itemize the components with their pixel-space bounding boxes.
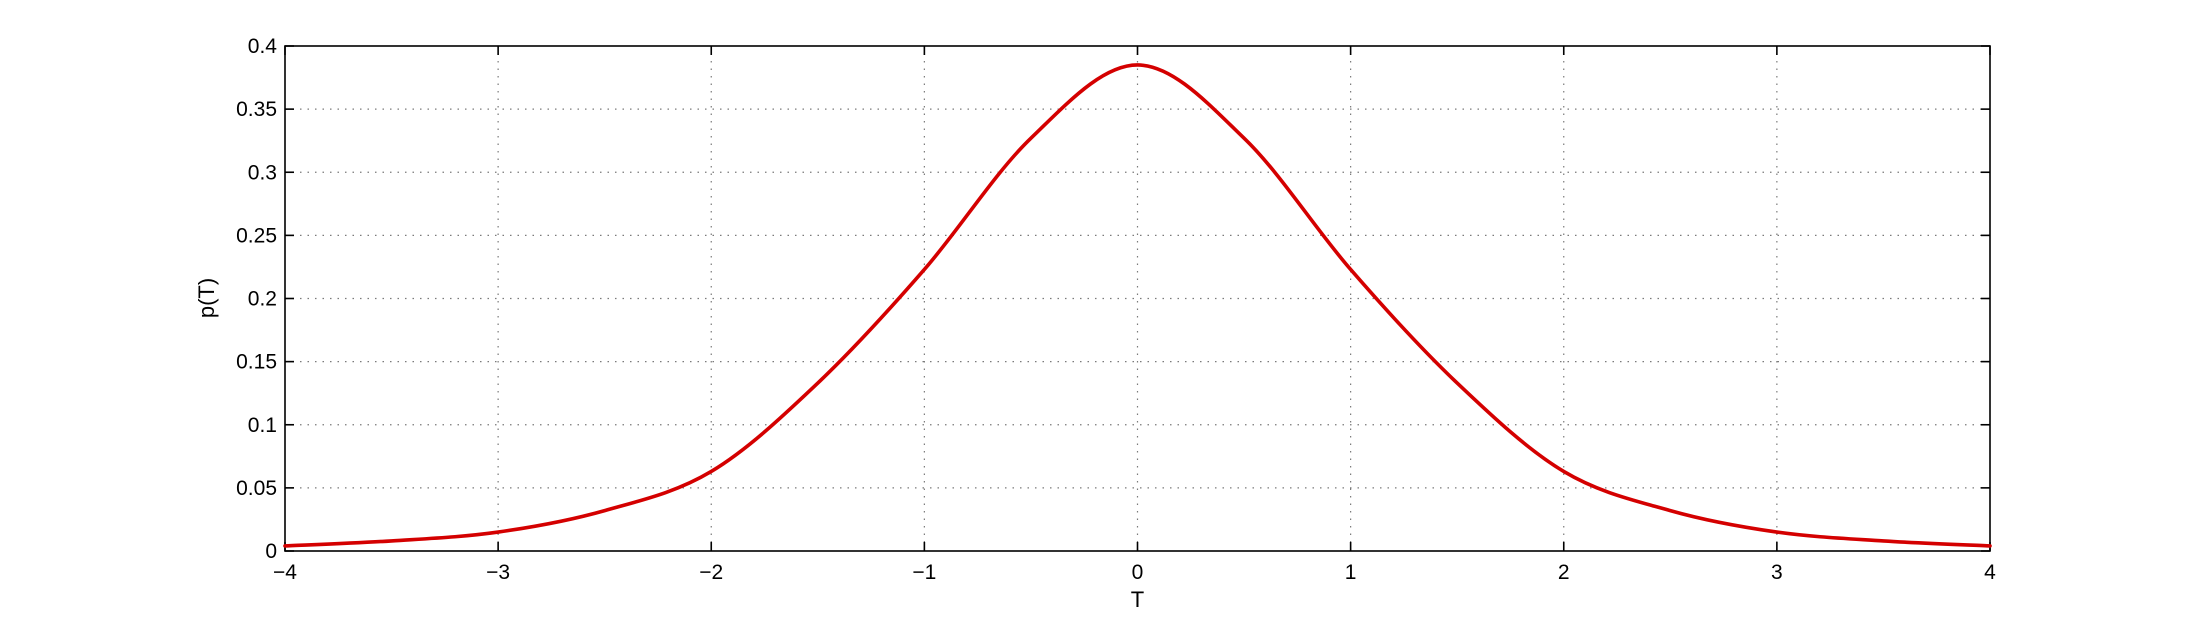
- x-tick-labels: −4 −3 −2 −1 0 1 2 3 4: [273, 561, 1996, 584]
- y-axis-label: p(T): [194, 278, 219, 318]
- x-tick-label: 2: [1558, 561, 1570, 584]
- plot-frame: [284, 45, 1991, 552]
- x-tick-label: 3: [1771, 561, 1783, 584]
- x-tick-label: 1: [1345, 561, 1357, 584]
- x-tick-label: −2: [699, 561, 723, 584]
- y-tick-label: 0.4: [248, 35, 278, 58]
- y-tick-label: 0: [265, 540, 277, 563]
- grid: [285, 46, 1990, 551]
- x-tick-label: −1: [912, 561, 936, 584]
- series-group: [283, 63, 1992, 548]
- x-tick-label: 0: [1132, 561, 1144, 584]
- x-tick-label: −4: [273, 561, 297, 584]
- y-tick-labels: 0 0.05 0.1 0.15 0.2 0.25 0.3 0.35 0.4: [236, 35, 277, 563]
- x-tick-label: 4: [1984, 561, 1996, 584]
- density-curve-line: [283, 63, 1992, 548]
- y-tick-label: 0.2: [248, 288, 277, 311]
- y-tick-label: 0.15: [236, 351, 277, 374]
- y-tick-label: 0.05: [236, 477, 277, 500]
- y-tick-label: 0.25: [236, 224, 277, 247]
- y-tick-label: 0.3: [248, 161, 277, 184]
- y-tick-label: 0.1: [248, 414, 277, 437]
- y-tick-label: 0.35: [236, 98, 277, 121]
- x-axis-label: T: [1131, 587, 1144, 612]
- x-tick-label: −3: [486, 561, 510, 584]
